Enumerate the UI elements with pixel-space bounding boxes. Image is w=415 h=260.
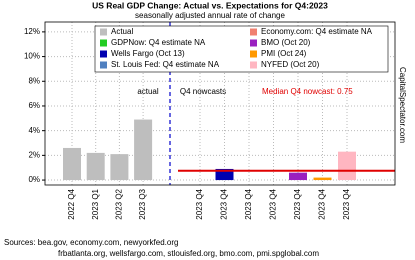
x-tick-label: 2023 Q4 xyxy=(342,188,351,219)
legend-label: Actual xyxy=(111,27,133,36)
bar xyxy=(63,147,81,181)
y-tick-label: 6% xyxy=(28,101,40,110)
legend-swatch xyxy=(250,61,257,69)
bar xyxy=(215,168,234,181)
y-tick-label: 2% xyxy=(28,150,40,159)
x-tick-label: 2023 Q4 xyxy=(244,188,253,219)
median-label: Median Q4 nowcast: 0.75 xyxy=(262,87,353,96)
sources: Sources: bea.gov, economy.com, newyorkfe… xyxy=(4,238,178,247)
legend-swatch xyxy=(250,39,257,47)
sources: frbatlanta.org, wellsfargo.com, stlouisf… xyxy=(58,249,319,258)
chart-subtitle: seasonally adjusted annual rate of chang… xyxy=(135,11,285,20)
x-tick-label: 2023 Q4 xyxy=(269,188,278,219)
x-tick-label: 2023 Q1 xyxy=(91,188,100,219)
y-tick-label: 8% xyxy=(28,76,40,85)
legend-swatch xyxy=(250,28,257,36)
y-tick-label: 4% xyxy=(28,126,40,135)
legend-label: NYFED (Oct 20) xyxy=(261,60,320,69)
x-tick-label: 2023 Q4 xyxy=(220,188,229,219)
bar xyxy=(86,152,105,181)
legend-label: Economy.com: Q4 estimate NA xyxy=(261,27,373,36)
bar xyxy=(313,177,332,181)
x-tick-label: 2023 Q3 xyxy=(138,188,147,219)
annotation: Q4 nowcasts xyxy=(180,87,226,96)
x-tick-label: 2023 Q4 xyxy=(195,188,204,219)
legend-label: BMO (Oct 20) xyxy=(261,38,311,47)
legend-label: GDPNow: Q4 estimate NA xyxy=(111,38,206,47)
bar xyxy=(134,119,153,181)
legend-label: PMI (Oct 24) xyxy=(261,49,307,58)
x-tick-label: 2023 Q2 xyxy=(115,188,124,219)
legend-swatch xyxy=(100,61,107,69)
plot-frame xyxy=(44,21,396,186)
bar xyxy=(338,151,356,181)
bar xyxy=(110,154,129,181)
legend-swatch xyxy=(100,39,107,47)
y-tick-label: 12% xyxy=(24,27,40,36)
legend-swatch xyxy=(250,50,257,58)
watermark: CapitalSpectator.com xyxy=(398,67,407,143)
x-tick-label: 2022 Q4 xyxy=(67,188,76,219)
y-tick-label: 10% xyxy=(24,52,40,61)
legend-swatch xyxy=(100,28,107,36)
y-tick-label: 0% xyxy=(28,175,40,184)
chart-title: US Real GDP Change: Actual vs. Expectati… xyxy=(92,0,328,10)
legend-swatch xyxy=(100,50,107,58)
annotation: actual xyxy=(137,87,159,96)
bar xyxy=(289,172,307,181)
legend-label: Wells Fargo (Oct 13) xyxy=(111,49,185,58)
legend-label: St. Louis Fed: Q4 estimate NA xyxy=(111,60,220,69)
x-tick-label: 2023 Q4 xyxy=(318,188,327,219)
x-tick-label: 2023 Q4 xyxy=(293,188,302,219)
legend-box xyxy=(94,25,389,73)
